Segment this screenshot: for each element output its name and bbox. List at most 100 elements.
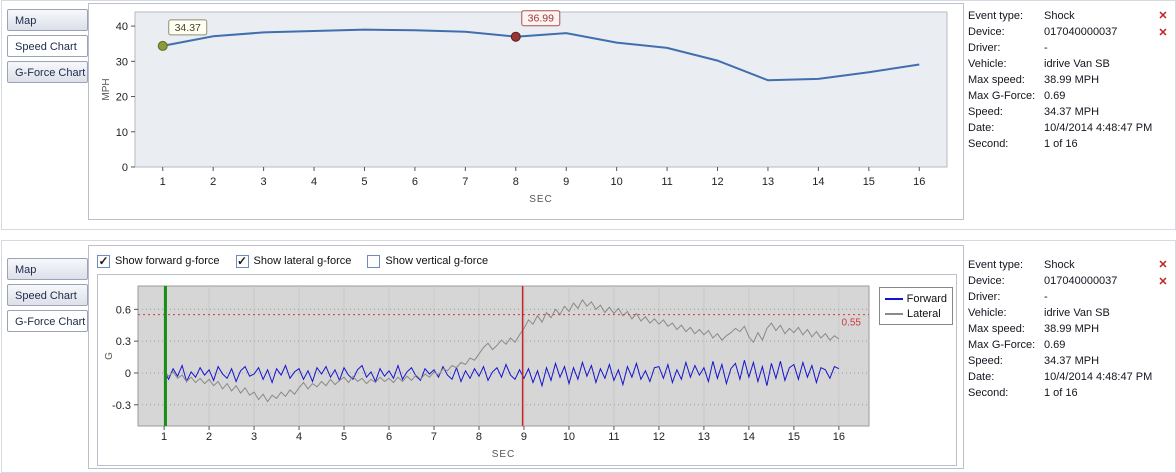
info-row-vehicle: Vehicle: idrive Van SB <box>968 56 1154 72</box>
legend-line-icon <box>885 312 903 315</box>
info-label: Speed: <box>968 106 1003 118</box>
info-row-date: Date: 10/4/2014 4:48:47 PM <box>968 120 1154 136</box>
svg-text:10: 10 <box>563 431 575 443</box>
info-label: Speed: <box>968 355 1003 367</box>
info-value: 34.37 MPH <box>1044 355 1100 367</box>
checkbox-box-icon[interactable]: ✓ <box>97 253 110 268</box>
info-value: 017040000037 <box>1044 26 1118 38</box>
svg-text:20: 20 <box>116 92 128 104</box>
svg-text:1: 1 <box>160 176 166 188</box>
tab-g-force-chart[interactable]: G-Force Chart <box>7 310 88 332</box>
checkbox-box-icon[interactable]: ✓ <box>235 253 249 268</box>
svg-text:2: 2 <box>210 176 216 188</box>
svg-text:5: 5 <box>361 176 367 188</box>
close-icon[interactable]: ✕ <box>1158 10 1168 22</box>
info-row-event-type: Event type: Shock <box>968 8 1154 24</box>
svg-text:40: 40 <box>116 21 128 33</box>
svg-text:4: 4 <box>311 176 317 188</box>
svg-text:36.99: 36.99 <box>528 13 554 25</box>
svg-text:G: G <box>104 352 115 360</box>
checkbox-show-vertical-g-force[interactable]: Show vertical g-force <box>367 254 489 268</box>
info-row-device: Device: 017040000037 <box>968 24 1154 40</box>
close-icon[interactable]: ✕ <box>1158 27 1168 39</box>
info-label: Max G-Force: <box>968 339 1036 351</box>
svg-text:0: 0 <box>122 162 128 174</box>
svg-text:34.37: 34.37 <box>175 22 201 34</box>
tab-speed-chart[interactable]: Speed Chart <box>7 284 88 306</box>
checkbox-show-forward-g-force[interactable]: ✓ Show forward g-force <box>97 253 220 268</box>
info-value: 38.99 MPH <box>1044 323 1100 335</box>
info-value: - <box>1044 42 1048 54</box>
info-label: Date: <box>968 122 995 134</box>
speed-panel: Map Speed Chart G-Force Chart 1 2 3 4 5 6 7 8 9 10 1… <box>1 0 1176 230</box>
legend-label: Lateral <box>907 307 941 320</box>
info-row-date: Date: 10/4/2014 4:48:47 PM <box>968 369 1154 385</box>
info-value: 0.69 <box>1044 90 1066 102</box>
info-label: Date: <box>968 371 995 383</box>
svg-text:2: 2 <box>206 431 212 443</box>
speed-chart-box: 1 2 3 4 5 6 7 8 9 10 11 12 13 14 15 16 0 10 20 30 40 SEC MPH 34… <box>88 3 964 220</box>
info-label: Vehicle: <box>968 58 1007 70</box>
info-row-device: Device: 017040000037 <box>968 273 1154 289</box>
legend-label: Forward <box>906 292 947 305</box>
svg-text:4: 4 <box>296 431 302 443</box>
gforce-chart-box: ✓ Show forward g-force ✓ Show lateral g-for… <box>88 245 964 469</box>
info-row-second: Second: 1 of 16 <box>968 136 1154 152</box>
info-value: 10/4/2014 4:48:47 PM <box>1044 371 1153 383</box>
tab-map[interactable]: Map <box>7 9 88 31</box>
svg-text:10: 10 <box>611 176 623 188</box>
info-value: idrive Van SB <box>1044 58 1110 70</box>
info-value: - <box>1044 291 1048 303</box>
info-label: Vehicle: <box>968 307 1007 319</box>
svg-text:30: 30 <box>116 56 128 68</box>
info-label: Max G-Force: <box>968 90 1036 102</box>
checkbox-label: Show vertical g-force <box>385 255 489 267</box>
svg-text:16: 16 <box>913 176 925 188</box>
svg-text:15: 15 <box>788 431 800 443</box>
gforce-panel-tabs: Map Speed Chart G-Force Chart <box>7 258 88 336</box>
svg-text:3: 3 <box>251 431 257 443</box>
info-row-second: Second: 1 of 16 <box>968 385 1154 401</box>
svg-text:10: 10 <box>116 127 128 139</box>
svg-text:12: 12 <box>711 176 723 188</box>
svg-text:MPH: MPH <box>101 78 112 100</box>
svg-text:7: 7 <box>462 176 468 188</box>
svg-text:-0.3: -0.3 <box>112 400 131 412</box>
svg-text:11: 11 <box>608 431 619 443</box>
info-value: idrive Van SB <box>1044 307 1110 319</box>
close-icon[interactable]: ✕ <box>1158 276 1168 288</box>
close-buttons: ✕ ✕ <box>1155 257 1171 291</box>
svg-text:6: 6 <box>386 431 392 443</box>
info-row-speed: Speed: 34.37 MPH <box>968 104 1154 120</box>
checkbox-box-icon[interactable] <box>367 254 381 268</box>
tab-g-force-chart[interactable]: G-Force Chart <box>7 61 88 83</box>
svg-text:15: 15 <box>863 176 875 188</box>
tab-speed-chart[interactable]: Speed Chart <box>7 35 88 57</box>
gforce-chart-svg[interactable]: 0.551 2 3 4 5 6 7 8 9 10 11 12 13 14 15 16-0.300.30.6SE… <box>98 275 956 465</box>
info-label: Event type: <box>968 10 1024 22</box>
info-value: Shock <box>1044 10 1075 22</box>
svg-text:14: 14 <box>743 431 755 443</box>
info-value: 1 of 16 <box>1044 387 1078 399</box>
gforce-panel: Map Speed Chart G-Force Chart ✓ Show forwar… <box>1 240 1176 473</box>
info-label: Second: <box>968 387 1009 399</box>
svg-text:SEC: SEC <box>529 194 553 205</box>
checkbox-show-lateral-g-force[interactable]: ✓ Show lateral g-force <box>235 253 352 268</box>
legend-entry-lateral: Lateral <box>885 306 947 321</box>
svg-text:12: 12 <box>653 431 665 443</box>
speed-chart-svg[interactable]: 1 2 3 4 5 6 7 8 9 10 11 12 13 14 15 16010203040SECMPH34… <box>89 4 963 219</box>
gforce-options-row: ✓ Show forward g-force ✓ Show lateral g-for… <box>97 252 504 270</box>
close-icon[interactable]: ✕ <box>1158 259 1168 271</box>
svg-text:14: 14 <box>812 176 824 188</box>
chart-legend: Forward Lateral <box>879 287 953 325</box>
svg-text:11: 11 <box>661 176 672 188</box>
info-row-driver: Driver: - <box>968 289 1154 305</box>
info-label: Driver: <box>968 42 1001 54</box>
info-value: Shock <box>1044 259 1075 271</box>
tab-map[interactable]: Map <box>7 258 88 280</box>
info-label: Driver: <box>968 291 1001 303</box>
svg-text:SEC: SEC <box>492 449 516 460</box>
checkbox-label: Show lateral g-force <box>253 255 352 267</box>
info-value: 38.99 MPH <box>1044 74 1100 86</box>
svg-text:9: 9 <box>521 431 527 443</box>
